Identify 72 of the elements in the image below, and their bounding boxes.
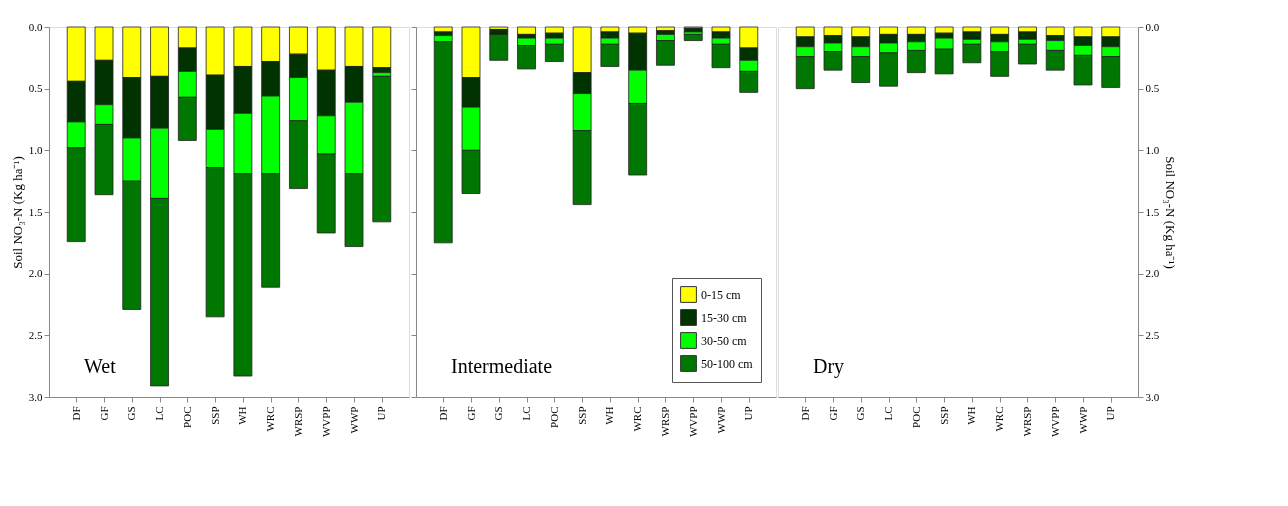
bar [1018, 43, 1037, 65]
legend-label: 15-30 cm [701, 310, 748, 325]
y2-tick-label: 3.0 [1145, 390, 1160, 403]
x-tick-label: UP [375, 406, 388, 421]
bar [656, 26, 675, 32]
bar [600, 26, 620, 33]
x-tick-label: WRSP [1020, 406, 1033, 437]
x-tick-label: GF [464, 406, 477, 421]
bar [489, 26, 509, 30]
y-tick-label: 1.0 [28, 143, 43, 156]
bar [517, 26, 536, 35]
x-tick-label: WWP [1076, 406, 1089, 434]
x-tick-label: POC [547, 406, 560, 428]
x-tick-label: DF [436, 406, 449, 421]
y-tick-label: 2.5 [28, 328, 43, 341]
x-tick-label: WWP [714, 406, 727, 434]
x-tick-label: WRSP [658, 406, 671, 437]
x-tick-label: WRSP [291, 406, 304, 437]
x-tick-label: WRC [264, 406, 277, 432]
y-tick-label: 2.0 [28, 267, 43, 280]
x-tick-label: UP [1104, 406, 1117, 421]
annotation: Wet [84, 355, 117, 377]
x-tick-label: DF [69, 406, 82, 421]
x-tick-label: SSP [208, 406, 221, 425]
x-tick-label: GS [492, 406, 505, 421]
bar [934, 26, 954, 34]
annotation: Dry [813, 355, 845, 378]
legend-label: 50-100 cm [701, 356, 754, 371]
x-tick-label: SSP [575, 406, 588, 425]
x-tick-label: GS [125, 406, 138, 421]
x-tick-label: UP [742, 406, 755, 421]
y2-tick-label: 0.5 [1145, 82, 1160, 95]
bar [711, 26, 731, 33]
x-tick-label: WH [236, 406, 249, 425]
bar [372, 26, 392, 69]
y2-tick-label: 2.0 [1145, 267, 1160, 280]
y-tick-label: 0.5 [28, 82, 43, 95]
annotation: Intermediate [451, 355, 553, 377]
legend-label: 0-15 cm [701, 287, 742, 302]
y2-tick-label: 0.0 [1145, 20, 1160, 33]
bar [1045, 26, 1065, 37]
x-tick-label: GS [854, 406, 867, 421]
legend-label: 30-50 cm [701, 333, 748, 348]
bar [372, 75, 392, 223]
x-tick-label: WRC [631, 406, 644, 432]
y-tick-label: 1.5 [28, 205, 43, 218]
x-tick-label: GF [97, 406, 110, 421]
x-tick-label: WVPP [1048, 406, 1061, 438]
x-tick-label: LC [520, 406, 533, 421]
x-tick-label: POC [180, 406, 193, 428]
bar [544, 26, 564, 34]
x-tick-label: POC [909, 406, 922, 428]
y-axis-title: Soil NO₃-N (Kg ha⁻¹) [9, 156, 25, 269]
y2-tick-label: 1.0 [1145, 143, 1160, 156]
x-tick-label: WH [603, 406, 616, 425]
x-tick-label: LC [882, 406, 895, 421]
x-tick-label: WVPP [319, 406, 332, 438]
x-tick-label: GF [826, 406, 839, 421]
x-tick-label: LC [153, 406, 166, 421]
x-tick-label: WVPP [686, 406, 699, 438]
y2-axis-title: Soil NO₃-N (Kg ha⁻¹) [1163, 156, 1179, 269]
bar [962, 43, 982, 64]
x-tick-label: WRC [993, 406, 1006, 432]
x-tick-label: SSP [937, 406, 950, 425]
y2-tick-label: 1.5 [1145, 205, 1160, 218]
x-tick-label: WH [965, 406, 978, 425]
bar [683, 34, 703, 41]
x-tick-label: DF [798, 406, 811, 421]
x-tick-label: WWP [347, 406, 360, 434]
y2-tick-label: 2.5 [1145, 328, 1160, 341]
y-tick-label: 0.0 [28, 20, 43, 33]
y-tick-label: 3.0 [28, 390, 43, 403]
